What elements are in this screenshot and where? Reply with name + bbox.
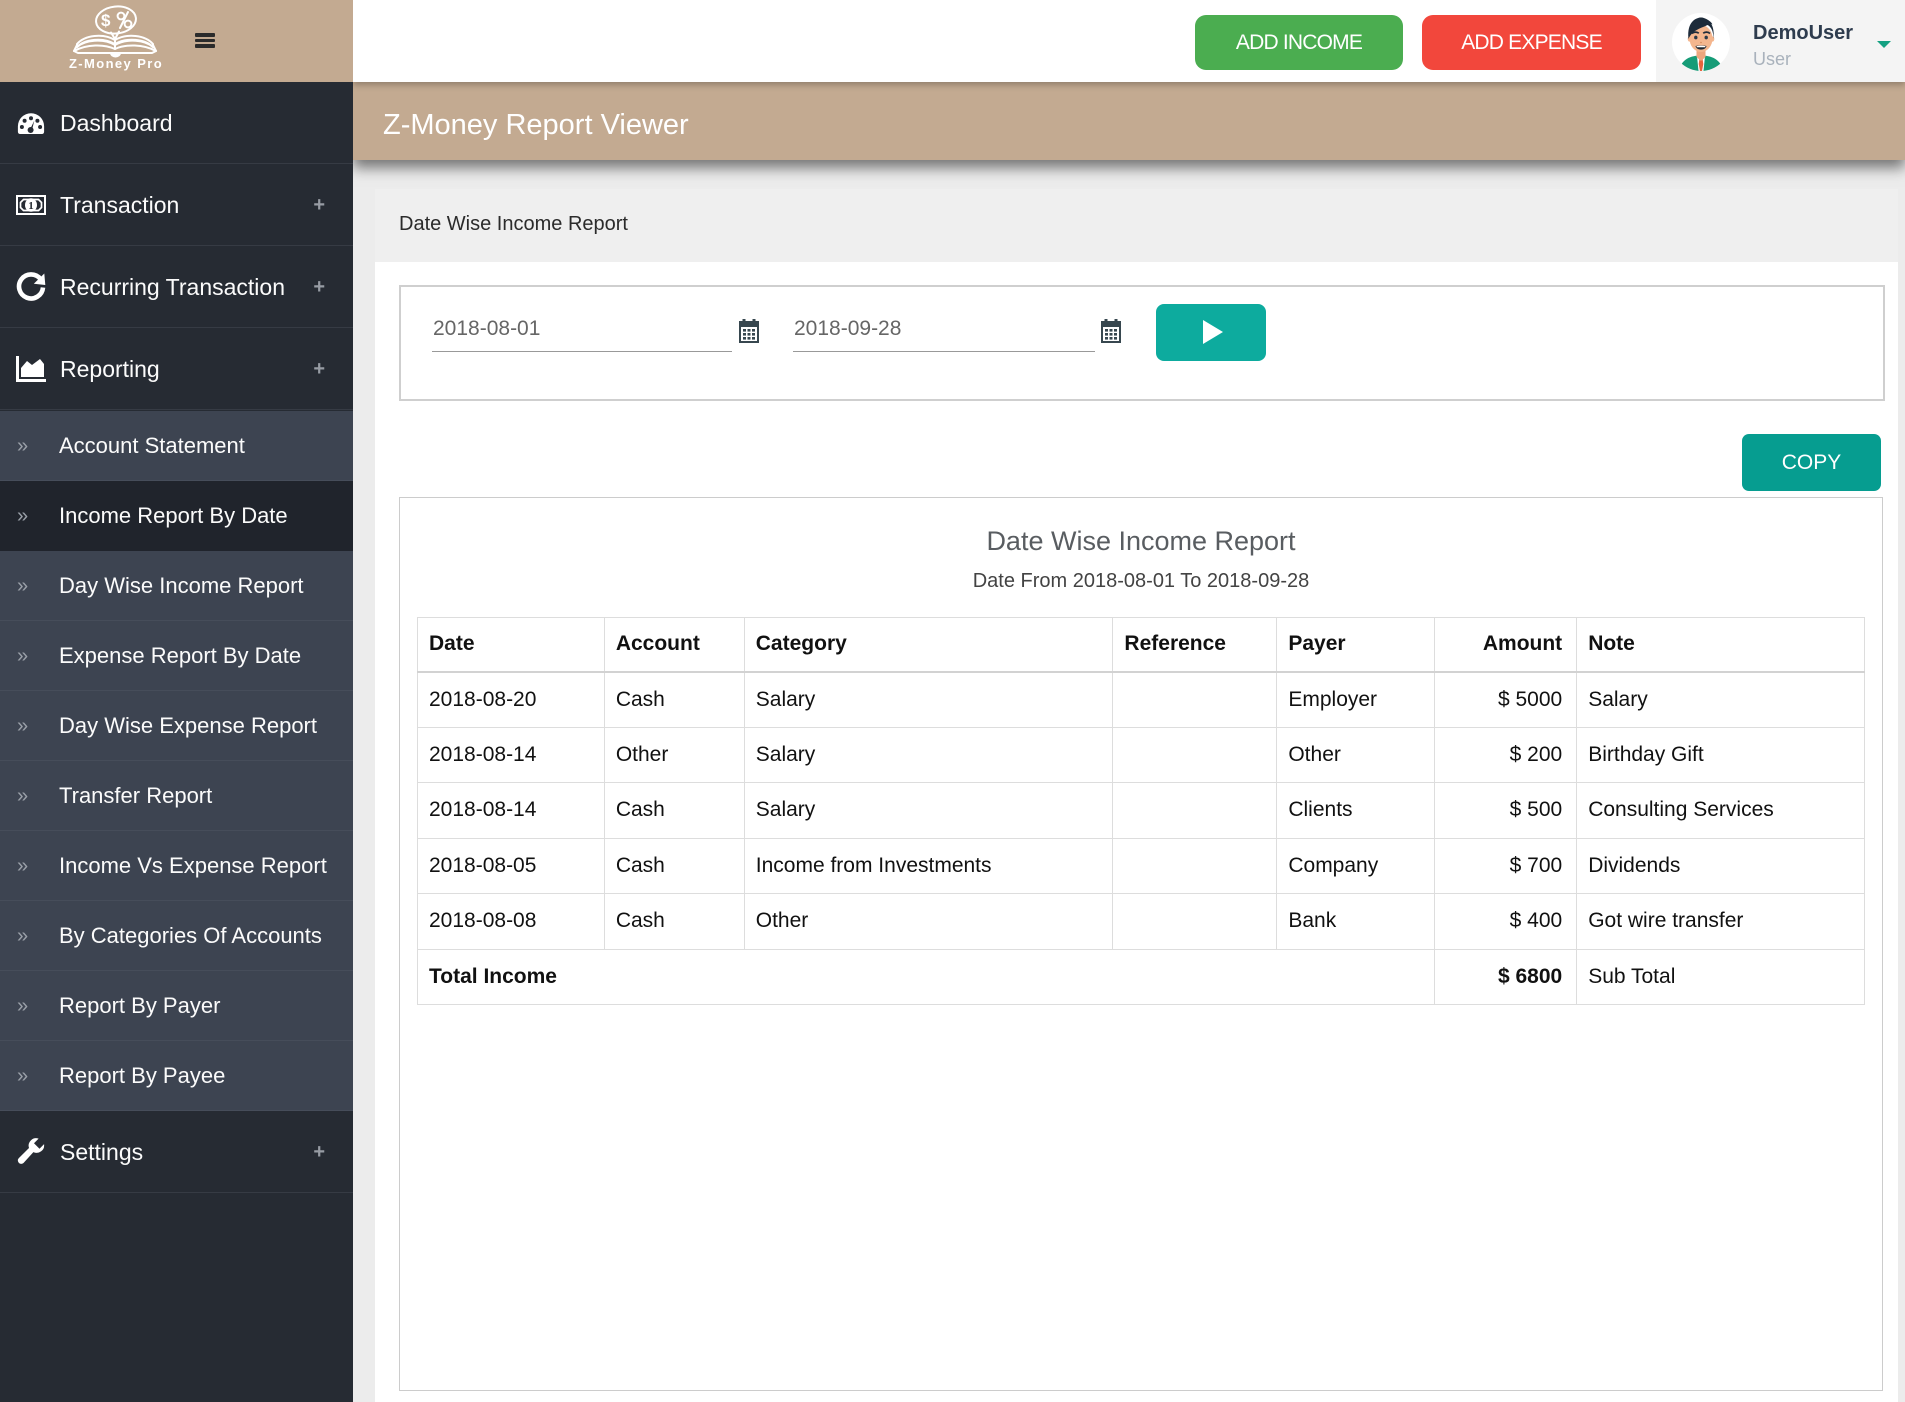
svg-text:$: $: [101, 11, 111, 30]
svg-text:Z-Money Pro: Z-Money Pro: [69, 56, 163, 71]
svg-text:1: 1: [28, 200, 34, 212]
